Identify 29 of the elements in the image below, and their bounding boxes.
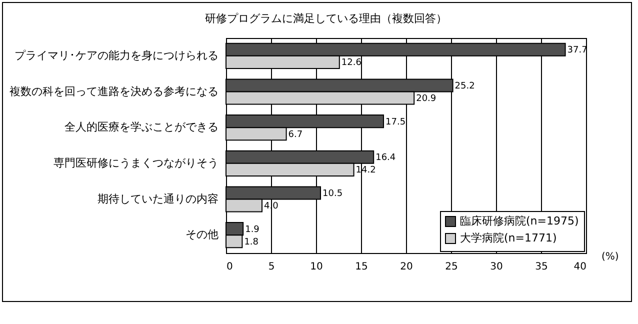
x-tick-label: 40 [574, 262, 586, 272]
data-label: 17.5 [386, 117, 406, 128]
data-label: 37.7 [567, 46, 588, 56]
x-tick-label: 25 [445, 262, 458, 272]
legend-label: 大学病院(n=1771) [460, 232, 557, 244]
x-tick-label: 30 [490, 262, 503, 272]
data-label: 10.5 [322, 188, 343, 199]
x-tick-label: 5 [268, 262, 275, 272]
data-label: 25.2 [454, 81, 475, 92]
data-label: 1.8 [244, 237, 259, 248]
y-tick-label: 複数の科を回って進路を決める参考になる [10, 84, 218, 98]
x-tick-label: 35 [535, 262, 548, 272]
y-tick-label: その他 [186, 228, 218, 242]
x-tick-label: 0 [226, 262, 233, 272]
chart-title: 研修プログラムに満足している理由（複数回答） [205, 12, 447, 25]
data-label: 6.7 [288, 130, 303, 140]
data-label: 12.6 [341, 58, 362, 68]
x-tick-label: 15 [355, 262, 368, 272]
data-label: 16.4 [376, 153, 396, 164]
y-tick-label: プライマリ･ケアの能力を身につけられる [14, 48, 218, 62]
x-tick-label: 10 [310, 262, 323, 272]
x-tick-label: 20 [400, 262, 413, 272]
legend-label: 臨床研修病院(n=1975) [460, 214, 579, 228]
y-tick-label: 全人的医療を学ぶことができる [64, 120, 218, 134]
x-axis-title: (%) [602, 252, 619, 262]
y-tick-label: 専門医研修にうまくつながりそう [54, 156, 218, 170]
data-label: 1.9 [245, 224, 260, 235]
data-label: 20.9 [416, 94, 436, 104]
y-tick-label: 期待していた通りの内容 [98, 192, 218, 206]
